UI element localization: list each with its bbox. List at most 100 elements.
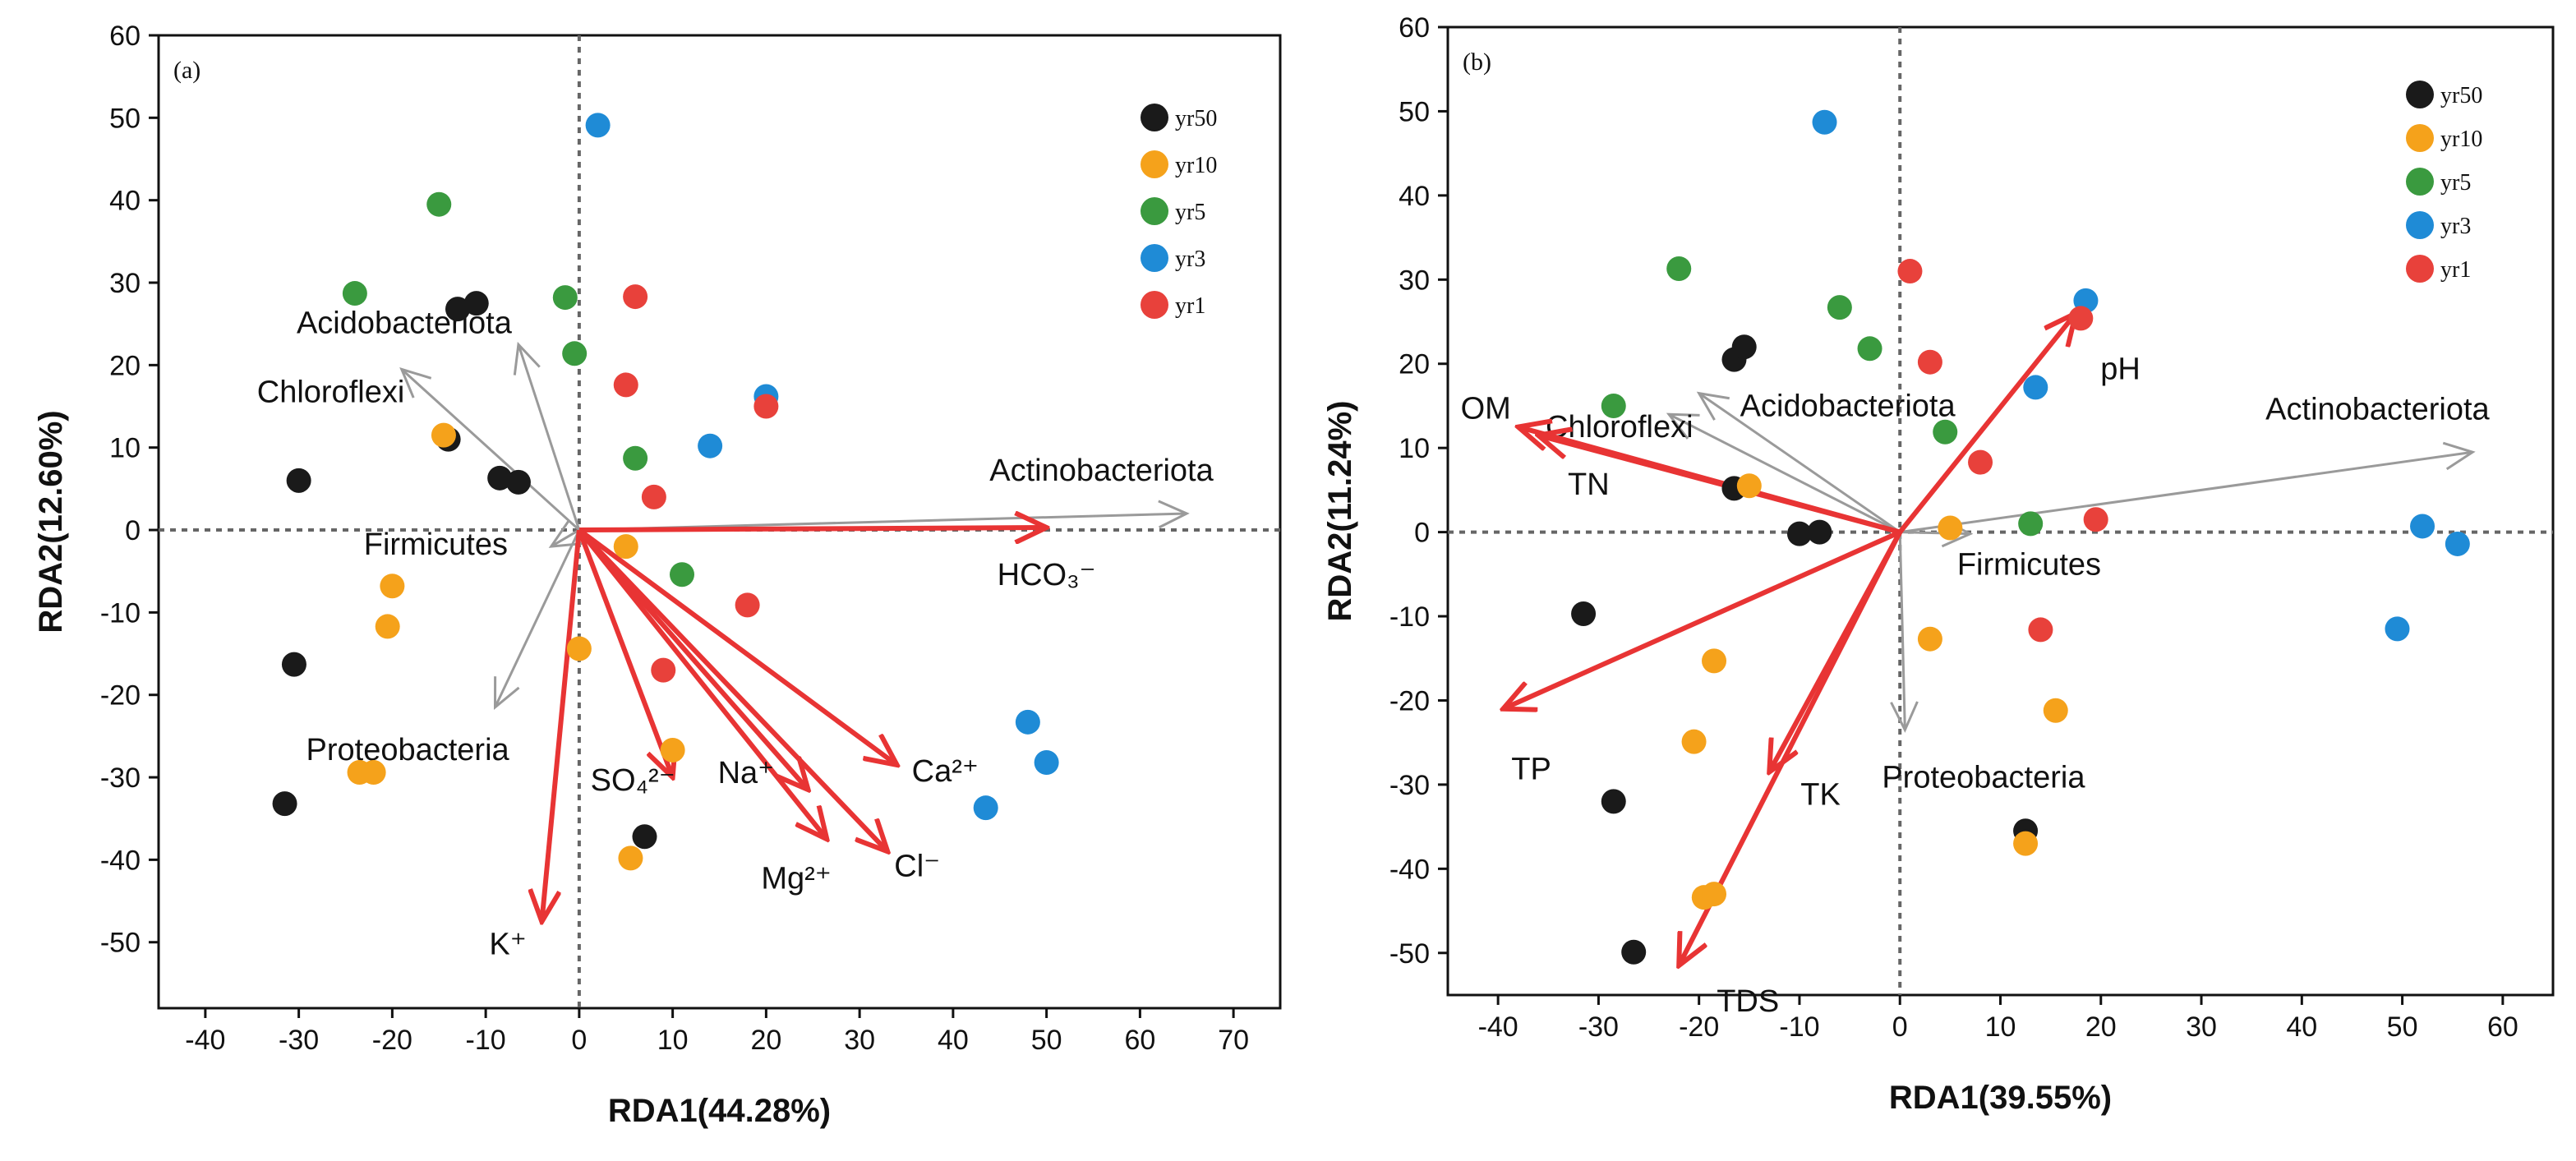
species-label-chloroflexi: Chloroflexi (257, 375, 405, 409)
env-label-na: Na⁺ (718, 756, 775, 790)
panel-b: -40 -30 -20 -10 0 10 20 30 40 50 60 60 50 40 30 20 10 0 -1… (1322, 12, 2555, 1116)
species-label-firmicutes: Firmicutes (1957, 548, 2101, 583)
legend-marker-yr1 (1141, 291, 1168, 319)
env-label-tds: TDS (1717, 984, 1779, 1019)
species-arrow-proteobacteria (1890, 532, 1919, 733)
y-tick-label: -40 (100, 845, 141, 876)
x-tick-label: 30 (844, 1025, 875, 1056)
point-yr50 (272, 791, 297, 817)
y-tick-label: 30 (1399, 265, 1430, 296)
species-label-proteobacteria: Proteobacteria (1882, 760, 2085, 795)
y-axis-label: RDA2(12.60%) (33, 410, 69, 633)
point-yr10 (613, 534, 638, 560)
plot-frame (1446, 25, 2555, 997)
x-tick-label: -20 (1679, 1011, 1719, 1043)
species-arrow-chloroflexi (1666, 412, 1901, 533)
y-tick-label: 50 (109, 103, 141, 134)
y-tick-label: 60 (1399, 12, 1430, 44)
y-tick-label: -30 (100, 762, 141, 794)
point-yr50 (463, 291, 489, 316)
species-label-acidobacteriota: Acidobacteriota (1740, 389, 1956, 424)
point-yr3 (2385, 616, 2410, 642)
point-yr10 (618, 845, 643, 871)
species-label-actinobacteriota: Actinobacteriota (2265, 392, 2490, 426)
point-yr5 (342, 281, 367, 306)
point-yr5 (1666, 256, 1692, 281)
x-tick-label: 10 (657, 1025, 689, 1056)
point-yr1 (2083, 507, 2108, 532)
legend-marker-yr50 (1141, 104, 1168, 131)
point-yr3 (2410, 514, 2435, 539)
legend-label-yr10: yr10 (1175, 153, 1217, 178)
point-yr5 (1857, 336, 1882, 362)
y-tick-label: 20 (1399, 349, 1430, 380)
legend-label-yr5: yr5 (1175, 200, 1205, 225)
y-tick-label: 40 (109, 186, 141, 217)
x-tick-label: -40 (185, 1025, 225, 1056)
panel-a: -40 -30 -20 -10 0 10 20 30 40 50 60 70 60 50 40 30 20 10 0… (33, 21, 1282, 1129)
y-tick-label: -30 (1389, 770, 1430, 801)
env-label-tp: TP (1511, 753, 1551, 787)
x-tick-label: 0 (1892, 1011, 1908, 1043)
point-yr5 (623, 445, 648, 471)
x-tick-label: -40 (1478, 1011, 1518, 1043)
y-tick-label: -50 (100, 928, 141, 959)
point-yr10 (1938, 515, 1963, 541)
y-tick-label: -40 (1389, 854, 1430, 885)
env-label-ca: Ca²⁺ (912, 754, 979, 789)
point-yr50 (445, 297, 470, 322)
panel-tag: (a) (173, 57, 200, 84)
legend-marker-yr50 (2406, 81, 2434, 108)
x-tick-label: 50 (1031, 1025, 1062, 1056)
env-label-so: SO₄²⁻ (591, 763, 675, 798)
y-tick-label: 20 (109, 350, 141, 381)
x-tick-label: 20 (2085, 1011, 2117, 1043)
point-yr3 (1812, 109, 1837, 135)
env-arrow-na (577, 528, 809, 790)
legend-marker-yr5 (1141, 197, 1168, 225)
point-yr5 (670, 562, 694, 587)
env-label-om: OM (1461, 392, 1511, 426)
point-yr5 (2018, 511, 2044, 537)
env-arrow-so (577, 528, 673, 777)
point-yr3 (2445, 531, 2470, 556)
x-tick-label: 60 (2487, 1011, 2518, 1043)
y-tick-label: 0 (125, 515, 141, 546)
point-yr1 (2028, 617, 2053, 643)
point-yr3 (1015, 709, 1040, 735)
point-yr10 (361, 760, 386, 786)
env-label-mg: Mg²⁺ (761, 861, 832, 896)
y-tick-label: 10 (1399, 433, 1430, 464)
species-label-firmicutes: Firmicutes (364, 528, 508, 562)
species-arrow-acidobacteriota (513, 341, 581, 531)
legend-label-yr50: yr50 (2440, 83, 2482, 108)
legend-label-yr10: yr10 (2440, 127, 2482, 152)
y-tick-label: 30 (109, 268, 141, 299)
point-yr10 (1702, 648, 1727, 674)
point-yr50 (1621, 939, 1647, 965)
point-yr10 (1736, 473, 1762, 499)
point-yr10 (375, 614, 400, 639)
point-yr1 (735, 592, 760, 618)
point-yr10 (1917, 626, 1942, 652)
y-tick-label: 40 (1399, 181, 1430, 212)
point-yr3 (585, 113, 611, 138)
point-yr1 (651, 657, 676, 683)
point-yr10 (1681, 729, 1707, 754)
legend-marker-yr5 (2406, 168, 2434, 196)
x-tick-label: 30 (2186, 1011, 2217, 1043)
env-arrow-k (541, 529, 582, 922)
legend-label-yr3: yr3 (2440, 214, 2471, 239)
point-yr10 (1702, 882, 1727, 907)
x-tick-label: 40 (938, 1025, 969, 1056)
x-tick-label: 40 (2286, 1011, 2317, 1043)
y-axis-label: RDA2(11.24%) (1322, 400, 1358, 621)
species-label-proteobacteria: Proteobacteria (306, 733, 510, 767)
env-label-cl: Cl⁻ (894, 849, 940, 883)
point-yr1 (2068, 306, 2094, 331)
legend-label-yr5: yr5 (2440, 170, 2471, 196)
env-arrow-hco (578, 528, 1047, 530)
x-tick-label: 60 (1124, 1025, 1155, 1056)
point-yr10 (566, 636, 592, 661)
y-tick-label: 50 (1399, 96, 1430, 127)
